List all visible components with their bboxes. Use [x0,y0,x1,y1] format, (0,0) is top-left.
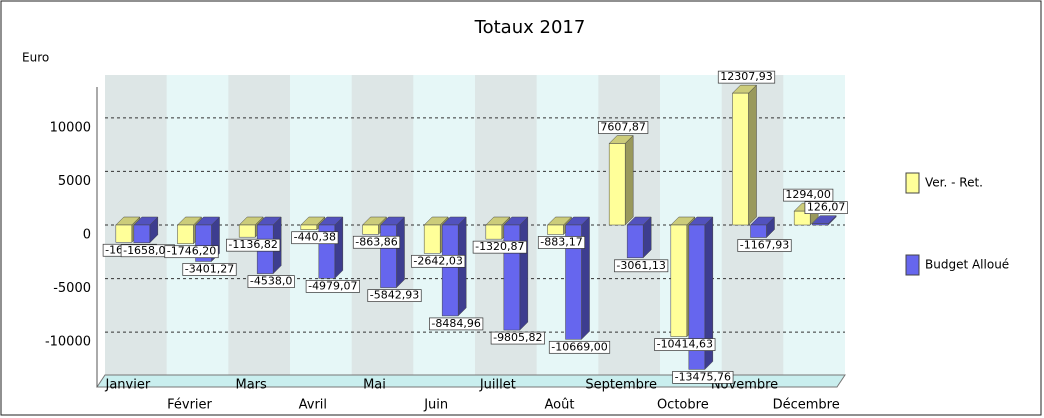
legend-label: Budget Alloué [925,258,1009,272]
value-label-box [717,70,776,84]
value-label-box [226,238,281,252]
bar [793,210,811,226]
value-label-box [804,201,848,214]
bar [115,224,133,243]
bar [608,143,626,226]
value-label: -2642,03 [413,254,462,267]
value-label-box [367,289,422,302]
y-axis-label: Euro [22,51,49,65]
y-tick-label: 0 [83,228,91,243]
value-label-box [411,254,466,268]
bar-side [748,84,757,226]
bar [688,224,706,370]
x-tick-label: Juin [423,398,448,413]
bar [811,223,829,226]
x-tick-label: Septembre [585,378,657,393]
value-label: -1320,87 [475,240,524,253]
value-label: -1658,00 [123,244,172,257]
value-label-box [429,317,484,331]
legend-swatch [905,172,920,194]
bar [300,224,318,230]
legend-swatch [905,254,920,276]
bar [177,224,194,244]
value-label-box [654,338,716,351]
bar [670,224,688,337]
value-label-box [672,371,734,384]
value-label: -4979,07 [308,279,357,292]
value-label: -10414,63 [657,338,713,351]
value-label-box [182,263,237,276]
x-tick-label: Janvier [104,378,150,393]
x-tick-label: Juillet [479,378,516,393]
y-tick-label: 10000 [50,120,91,135]
value-label-box [352,235,401,249]
y-tick-label: -5000 [53,281,91,296]
value-label: -883,17 [540,235,582,248]
value-label: -9805,82 [493,331,542,344]
bar [133,224,151,244]
value-label: -4538,0 [250,275,292,288]
chart-title: Totaux 2017 [474,17,586,38]
x-tick-label: Octobre [657,398,709,413]
y-tick-label: 5000 [58,174,91,189]
value-label-box [598,121,649,134]
value-label-box [548,340,611,354]
bar [238,224,256,238]
x-tick-label: Décembre [773,398,840,413]
bar-side [519,216,529,331]
bar-side [334,216,344,279]
bar [732,92,749,226]
value-label: -1136,82 [228,238,277,251]
y-tick-label: -10000 [45,335,91,350]
value-label: 1294,00 [785,188,831,201]
bar [565,224,582,340]
value-label: -1167,93 [740,239,789,252]
x-tick-label: Août [545,398,575,413]
floor [96,374,846,388]
legend-label: Ver. - Ret. [925,176,983,190]
bar [485,224,503,240]
value-label-box [291,231,339,245]
value-label: -10669,00 [551,340,607,353]
bar [750,224,767,238]
value-label-box [490,331,545,345]
bar-side [624,134,634,226]
value-label-box [305,279,360,293]
value-label: 126,07 [807,201,846,214]
value-label: -13475,76 [675,370,731,383]
value-label: -863,86 [355,235,397,248]
value-label-box [472,240,527,254]
value-label: -3401,27 [185,262,234,275]
value-label-box [164,245,219,259]
bar [547,224,564,235]
value-label: 12307,93 [720,70,773,83]
bar-side [396,216,405,289]
x-tick-label: Mai [363,378,386,393]
value-label: 7607,87 [600,120,646,133]
bar [441,224,459,317]
value-label-box [783,188,834,202]
bar [423,224,441,254]
x-tick-label: Avril [299,398,327,413]
value-label-box [247,275,295,288]
value-label: -1746,20 [167,245,216,258]
value-label-box [537,236,586,249]
bar [626,224,644,259]
value-label: -440,38 [294,231,336,244]
value-label: -5842,93 [370,289,419,302]
bar [362,224,379,235]
value-label-box [737,239,792,252]
x-tick-label: Février [167,398,212,413]
value-label: -3061,13 [616,259,665,272]
x-tick-label: Mars [236,378,268,393]
value-label: -8484,96 [431,317,480,330]
value-label-box [614,259,669,273]
